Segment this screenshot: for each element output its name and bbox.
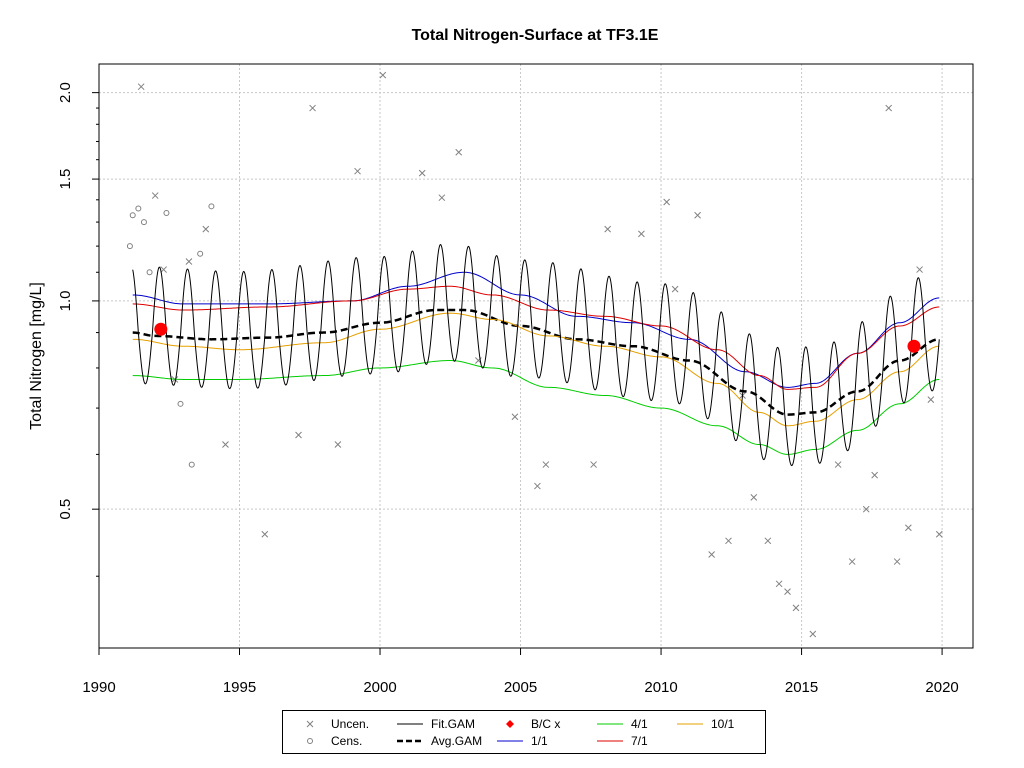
uncensored-point	[202, 225, 210, 233]
uncensored-point	[542, 461, 550, 468]
y-tick-label: 1.5	[57, 169, 74, 190]
x-tick-label: 2020	[925, 679, 958, 696]
uncensored-point	[935, 530, 943, 538]
bc-marker	[154, 322, 168, 336]
uncensored-points	[137, 71, 943, 638]
legend-symbol-cens	[307, 738, 313, 744]
censored-point	[163, 209, 170, 216]
uncensored-point	[708, 551, 715, 558]
series-line-10-1	[132, 312, 940, 427]
censored-point	[126, 243, 133, 250]
uncensored-point	[871, 471, 878, 479]
uncensored-point	[309, 104, 316, 112]
uncensored-point	[725, 537, 732, 545]
uncensored-point	[334, 441, 342, 448]
uncensored-point	[775, 580, 783, 588]
uncensored-point	[137, 83, 145, 91]
legend-symbol-uncen	[306, 720, 314, 728]
uncensored-point	[848, 558, 856, 565]
uncensored-point	[295, 431, 302, 439]
legend: Uncen. Fit.GAM B/C x 4/1 10/1 Cens. Avg.GAM 1/1…	[282, 710, 766, 754]
uncensored-point	[534, 482, 541, 490]
uncensored-point	[792, 604, 800, 612]
plot-area-border	[98, 63, 974, 649]
x-tick-label: 2005	[504, 679, 537, 696]
uncensored-point	[927, 396, 935, 403]
uncensored-point	[354, 167, 361, 175]
uncensored-point	[663, 198, 671, 206]
x-tick-label: 2000	[363, 679, 396, 696]
x-tick-label: 2010	[644, 679, 677, 696]
uncensored-point	[151, 192, 159, 199]
x-axis: 1990 1995 2000 2005 2010 2015 2020	[82, 647, 959, 696]
chart-title: Total Nitrogen-Surface at TF3.1E	[412, 27, 659, 44]
uncensored-point	[511, 413, 519, 421]
uncensored-point	[438, 194, 446, 202]
y-tick-label: 0.5	[57, 499, 74, 520]
censored-points	[126, 203, 215, 468]
series-line-4-1	[132, 360, 940, 455]
uncensored-point	[905, 524, 912, 532]
uncensored-point	[160, 266, 167, 273]
bc-markers	[154, 322, 921, 353]
legend-label-s41: 4/1	[631, 717, 648, 731]
uncensored-point	[418, 169, 426, 177]
censored-point	[135, 205, 142, 212]
uncensored-point	[809, 630, 817, 638]
uncensored-point	[893, 558, 901, 565]
uncensored-point	[185, 258, 193, 265]
uncensored-point	[638, 230, 645, 238]
uncensored-point	[590, 461, 597, 468]
uncensored-point	[862, 505, 870, 513]
legend-symbol-s71	[597, 740, 623, 742]
legend-symbol-s101	[677, 723, 703, 725]
y-axis: 0.5 1.0 1.5 2.0	[57, 82, 100, 577]
legend-symbol-s41	[597, 723, 623, 725]
legend-label-s71: 7/1	[631, 734, 648, 748]
legend-symbol-fit	[397, 723, 423, 725]
uncensored-point	[834, 461, 842, 468]
x-tick-label: 2015	[785, 679, 818, 696]
legend-symbol-bc	[506, 720, 514, 728]
uncensored-point	[694, 211, 701, 219]
series-line-avg-gam	[132, 308, 940, 416]
legend-label-fit: Fit.GAM	[431, 717, 475, 731]
uncensored-point	[671, 285, 679, 293]
uncensored-point	[784, 588, 791, 595]
uncensored-point	[750, 494, 758, 501]
censored-point	[177, 400, 184, 407]
y-tick-label: 1.0	[57, 290, 74, 311]
x-tick-label: 1995	[223, 679, 256, 696]
bc-marker	[907, 339, 921, 353]
uncensored-point	[222, 441, 229, 448]
uncensored-point	[604, 225, 612, 233]
legend-label-avg: Avg.GAM	[431, 734, 483, 748]
legend-label-bc: B/C x	[531, 717, 561, 731]
uncensored-point	[885, 104, 893, 112]
legend-symbol-avg	[397, 739, 423, 743]
y-axis-label: Total Nitrogen [mg/L]	[28, 282, 45, 430]
censored-point	[208, 203, 215, 210]
gridlines	[98, 64, 973, 648]
legend-label-s11: 1/1	[531, 734, 548, 748]
censored-point	[140, 219, 147, 226]
legend-label-uncen: Uncen.	[331, 717, 370, 731]
series-line-fit-gam	[132, 243, 940, 467]
uncensored-point	[261, 530, 269, 538]
uncensored-point	[455, 148, 463, 156]
censored-point	[197, 250, 204, 257]
uncensored-point	[916, 266, 923, 273]
legend-label-s101: 10/1	[711, 717, 735, 731]
censored-point	[188, 461, 195, 468]
legend-label-cens: Cens.	[331, 734, 363, 748]
censored-point	[129, 212, 136, 219]
y-tick-label: 2.0	[57, 82, 74, 103]
censored-point	[146, 269, 153, 276]
legend-symbol-s11	[497, 740, 523, 742]
x-tick-label: 1990	[82, 679, 115, 696]
uncensored-point	[379, 71, 387, 79]
series-lines	[132, 243, 940, 467]
uncensored-point	[764, 537, 772, 545]
